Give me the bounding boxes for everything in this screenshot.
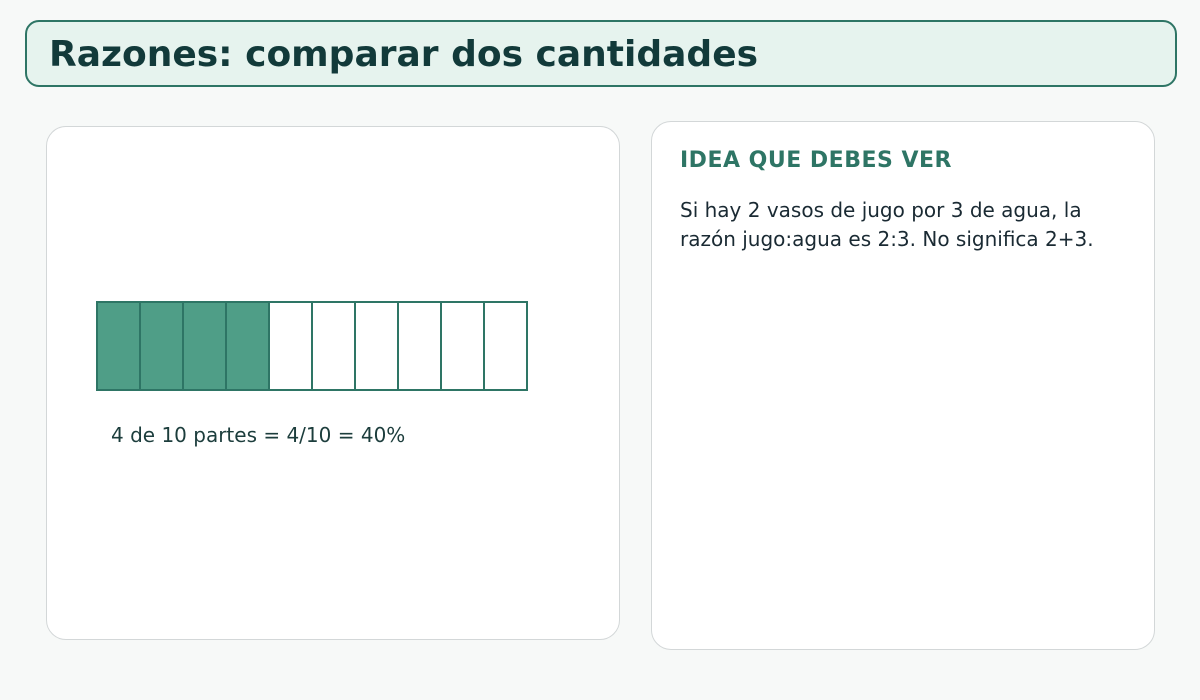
strip-part-filled (225, 301, 270, 391)
strip-part-empty (397, 301, 442, 391)
strip-part-empty (354, 301, 399, 391)
fraction-caption: 4 de 10 partes = 4/10 = 40% (111, 423, 406, 447)
strip-part-empty (440, 301, 485, 391)
strip-part-empty (268, 301, 313, 391)
strip-part-filled (96, 301, 141, 391)
idea-body: Si hay 2 vasos de jugo por 3 de agua, la… (680, 198, 1094, 251)
fraction-strip (96, 301, 546, 391)
title-banner: Razones: comparar dos cantidades (25, 20, 1177, 87)
strip-part-filled (139, 301, 184, 391)
idea-heading: IDEA QUE DEBES VER (680, 148, 953, 173)
idea-card: IDEA QUE DEBES VER Si hay 2 vasos de jug… (651, 121, 1155, 650)
diagram-card: 4 de 10 partes = 4/10 = 40% (46, 126, 620, 640)
strip-part-empty (311, 301, 356, 391)
strip-part-empty (483, 301, 528, 391)
page-title: Razones: comparar dos cantidades (49, 34, 759, 75)
strip-part-filled (182, 301, 227, 391)
